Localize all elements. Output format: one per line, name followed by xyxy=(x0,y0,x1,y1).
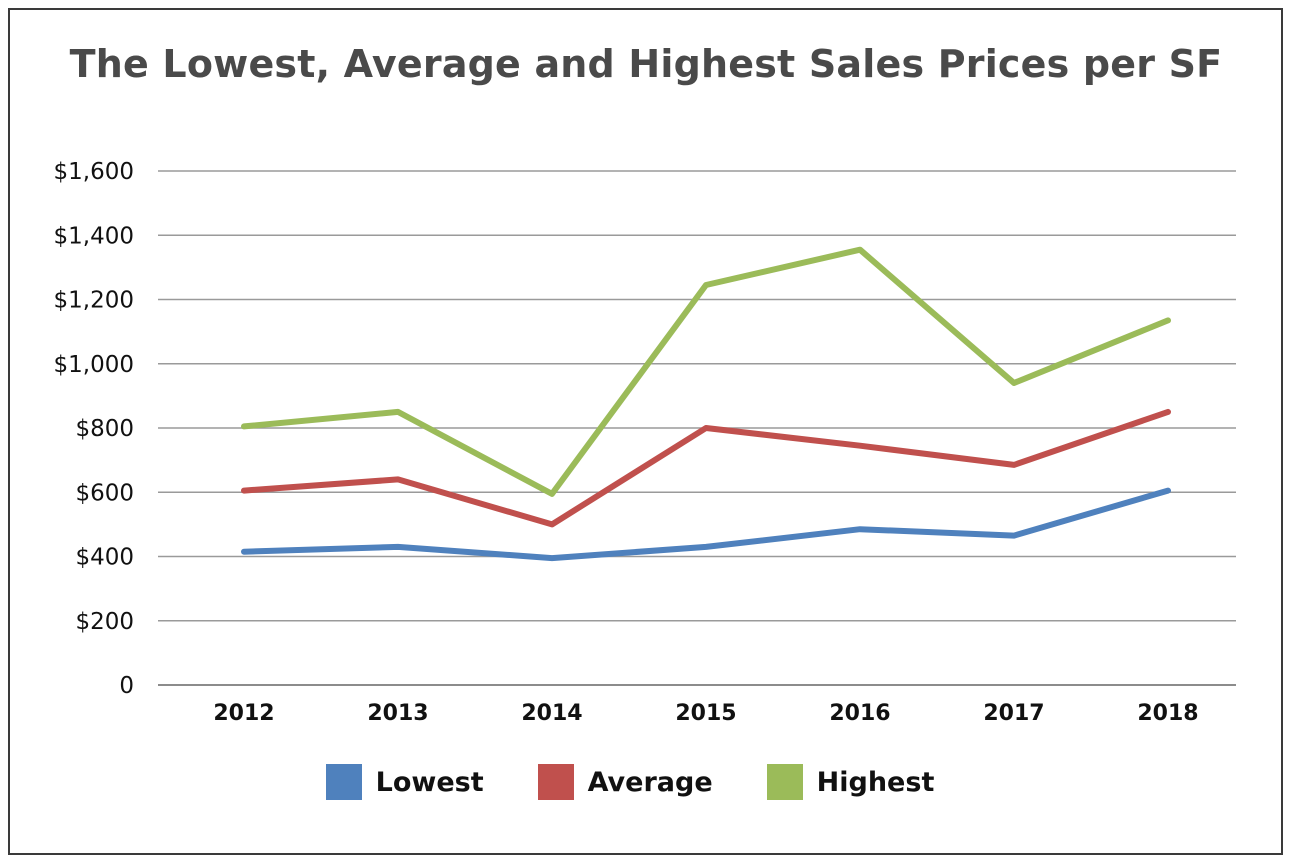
legend-item-lowest: Lowest xyxy=(325,764,484,800)
y-tick-label: $400 xyxy=(75,545,134,571)
legend-label: Lowest xyxy=(375,766,484,798)
y-tick-label: $1,200 xyxy=(54,288,134,314)
legend-swatch xyxy=(766,764,803,800)
legend-swatch xyxy=(325,764,362,800)
legend-label: Highest xyxy=(816,766,935,798)
y-tick-label: $1,400 xyxy=(54,223,134,249)
y-axis-ticks: 0 $200 $400 $600 $800 $1,000 $1,200 $1,400 $1,60… xyxy=(54,159,134,699)
y-tick-label: 0 xyxy=(119,673,134,699)
x-tick-label: 2017 xyxy=(983,701,1044,726)
x-tick-label: 2018 xyxy=(1137,701,1198,726)
chart-frame xyxy=(8,8,1283,855)
x-tick-label: 2012 xyxy=(213,701,274,726)
legend: Lowest Average Highest xyxy=(0,764,1276,800)
legend-item-average: Average xyxy=(537,764,713,800)
legend-item-highest: Highest xyxy=(766,764,935,800)
series-line-lowest xyxy=(241,487,1171,562)
y-tick-label: $1,600 xyxy=(54,159,134,185)
x-tick-label: 2016 xyxy=(829,701,890,726)
x-tick-label: 2014 xyxy=(521,701,582,726)
legend-swatch xyxy=(537,764,574,800)
chart-title: The Lowest, Average and Highest Sales Pr… xyxy=(69,42,1223,86)
y-tick-label: $600 xyxy=(75,480,134,506)
series-line-highest xyxy=(241,246,1171,497)
legend-label: Average xyxy=(587,766,713,798)
series-line-average xyxy=(241,408,1171,528)
x-tick-label: 2013 xyxy=(367,701,428,726)
y-tick-label: $800 xyxy=(75,416,134,442)
x-tick-label: 2015 xyxy=(675,701,736,726)
y-tick-label: $200 xyxy=(75,609,134,635)
y-tick-label: $1,000 xyxy=(54,352,134,378)
x-axis-ticks: 2012 2013 2014 2015 2016 2017 2018 xyxy=(213,701,1198,726)
series-lines xyxy=(241,246,1171,562)
gridlines xyxy=(158,170,1236,686)
